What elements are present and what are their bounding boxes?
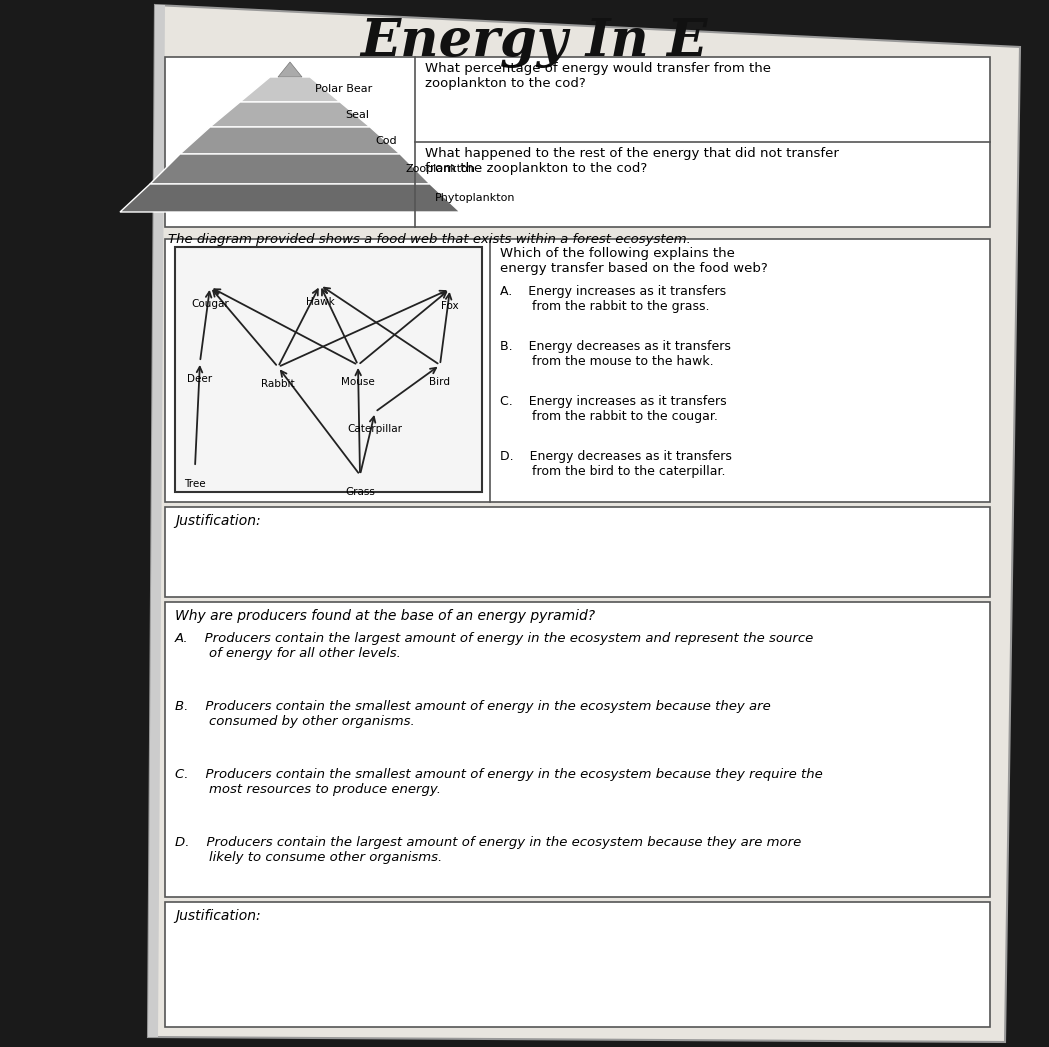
Polygon shape [240,77,340,102]
Text: Seal: Seal [345,110,369,119]
Text: Justification:: Justification: [175,909,260,923]
Text: B.    Producers contain the smallest amount of energy in the ecosystem because t: B. Producers contain the smallest amount… [175,700,771,728]
Text: Deer: Deer [188,374,213,384]
Text: Caterpillar: Caterpillar [347,424,403,435]
Text: A.    Producers contain the largest amount of energy in the ecosystem and repres: A. Producers contain the largest amount … [175,632,814,660]
Polygon shape [180,127,400,154]
Text: Why are producers found at the base of an energy pyramid?: Why are producers found at the base of a… [175,609,595,623]
Text: Energy In E: Energy In E [360,17,707,67]
Text: Fox: Fox [442,300,458,311]
Text: Bird: Bird [429,377,450,387]
Polygon shape [120,184,461,211]
Polygon shape [150,154,430,184]
Text: A.    Energy increases as it transfers
        from the rabbit to the grass.: A. Energy increases as it transfers from… [500,285,726,313]
Text: D.    Producers contain the largest amount of energy in the ecosystem because th: D. Producers contain the largest amount … [175,836,801,864]
Polygon shape [175,247,481,492]
Text: Cod: Cod [374,135,397,146]
Text: Mouse: Mouse [341,377,374,387]
Text: C.    Energy increases as it transfers
        from the rabbit to the cougar.: C. Energy increases as it transfers from… [500,395,727,423]
Text: What happened to the rest of the energy that did not transfer
from the zooplankt: What happened to the rest of the energy … [425,147,839,175]
Text: Cougar: Cougar [191,299,229,309]
Polygon shape [165,507,990,597]
Text: What percentage of energy would transfer from the
zooplankton to the cod?: What percentage of energy would transfer… [425,62,771,90]
Polygon shape [165,239,990,502]
Text: D.    Energy decreases as it transfers
        from the bird to the caterpillar.: D. Energy decreases as it transfers from… [500,450,732,478]
Text: C.    Producers contain the smallest amount of energy in the ecosystem because t: C. Producers contain the smallest amount… [175,768,822,796]
Polygon shape [210,102,370,127]
Text: Which of the following explains the
energy transfer based on the food web?: Which of the following explains the ener… [500,247,768,275]
Text: Grass: Grass [345,487,374,497]
Polygon shape [148,5,165,1037]
Polygon shape [165,57,990,227]
Text: Polar Bear: Polar Bear [315,85,372,94]
Text: Rabbit: Rabbit [261,379,295,389]
Text: Tree: Tree [185,478,206,489]
Text: B.    Energy decreases as it transfers
        from the mouse to the hawk.: B. Energy decreases as it transfers from… [500,340,731,367]
Text: The diagram provided shows a food web that exists within a forest ecosystem.: The diagram provided shows a food web th… [168,233,691,246]
Text: Justification:: Justification: [175,514,260,528]
Polygon shape [165,903,990,1027]
Polygon shape [148,5,1020,1042]
Polygon shape [165,602,990,897]
Polygon shape [278,62,302,77]
Text: Phytoplankton: Phytoplankton [435,193,515,203]
Text: Hawk: Hawk [305,297,335,307]
Text: Zooplankton: Zooplankton [405,164,475,174]
